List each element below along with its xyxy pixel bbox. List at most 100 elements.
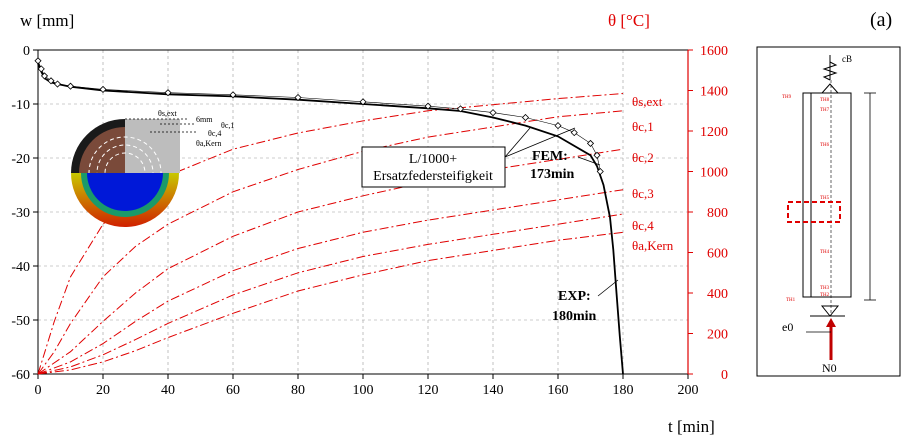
box-leader-1 bbox=[504, 127, 531, 158]
sensor-label-1: TH8 bbox=[820, 98, 830, 103]
temperature-line-1 bbox=[37, 110, 624, 375]
y-left-tick-label: -60 bbox=[11, 368, 30, 383]
fem-marker-16 bbox=[570, 129, 578, 137]
y-right-axis-label: θ [°C] bbox=[608, 11, 650, 30]
sensor-label-7: TH2 bbox=[820, 293, 830, 298]
eccentricity-label: e0 bbox=[782, 320, 793, 334]
annotation-box-line2: Ersatzfedersteifigkeit bbox=[373, 169, 493, 184]
load-arrow-icon bbox=[826, 318, 836, 327]
y-right-tick-label: 400 bbox=[707, 287, 728, 302]
fem-marker-9 bbox=[294, 93, 302, 102]
box-leader-2 bbox=[504, 127, 576, 158]
fem-marker-5 bbox=[66, 82, 75, 90]
exp-label-line2: 180min bbox=[552, 309, 597, 324]
sensor-label-2: TH7 bbox=[820, 108, 830, 113]
sensor-label-5: TH4 bbox=[820, 250, 830, 255]
inset-label-3: θc,4 bbox=[208, 129, 221, 138]
temperature-line-0 bbox=[37, 93, 624, 375]
y-left-tick-label: -50 bbox=[11, 314, 30, 329]
temp-label-3: θc,3 bbox=[632, 186, 654, 201]
y-right-tick-label: 1200 bbox=[700, 125, 728, 140]
sensor-label-8: TH1 bbox=[786, 298, 796, 303]
fem-marker-12 bbox=[456, 105, 465, 113]
fem-marker-4 bbox=[53, 80, 62, 88]
inset-core-quarter bbox=[125, 119, 180, 173]
cross-section-inset: θs,ext 6mm θc,1 θc,4 θa,Kern bbox=[71, 109, 234, 227]
inset-label-2: θc,1 bbox=[221, 121, 234, 130]
inset-heat-core bbox=[87, 173, 163, 211]
sensor-label-6: TH3 bbox=[820, 286, 830, 291]
tick-labels: 0 20 40 60 80 100 120 140 160 180 200 0 -10 -20 -30 -40… bbox=[11, 44, 728, 398]
temperature-line-4 bbox=[37, 213, 624, 375]
fem-marker-2 bbox=[40, 72, 49, 80]
fem-marker-0 bbox=[34, 57, 42, 65]
annotation-box bbox=[361, 146, 506, 188]
x-tick-label: 120 bbox=[418, 383, 439, 398]
annotation-box-line1: L/1000+ bbox=[409, 152, 457, 167]
fem-marker-13 bbox=[489, 109, 497, 117]
x-tick-label: 140 bbox=[483, 383, 504, 398]
fem-marker-11 bbox=[424, 102, 432, 110]
temp-label-5: θa,Kern bbox=[632, 238, 674, 253]
schematic-frame bbox=[756, 46, 901, 377]
sensor-label-0: TH9 bbox=[782, 95, 792, 100]
y-right-tick-label: 1600 bbox=[700, 44, 728, 59]
temp-label-4: θc,4 bbox=[632, 218, 654, 233]
fem-marker-1 bbox=[37, 65, 45, 73]
highlight-box bbox=[787, 201, 841, 223]
load-label: N0 bbox=[822, 361, 837, 375]
exp-label-line1: EXP: bbox=[558, 289, 591, 304]
y-right-tick-label: 600 bbox=[707, 247, 728, 262]
fem-marker-19 bbox=[596, 167, 604, 176]
exp-leader bbox=[597, 279, 619, 297]
inset-ring-1 bbox=[88, 136, 162, 173]
fem-leader bbox=[577, 156, 601, 166]
y-left-tick-label: -30 bbox=[11, 206, 30, 221]
annotations: L/1000+ Ersatzfedersteifigkeit FEM: 173m… bbox=[361, 127, 619, 324]
y-right-tick-label: 800 bbox=[707, 206, 728, 221]
fem-label-line1: FEM: bbox=[532, 149, 568, 164]
temperature-series bbox=[37, 93, 624, 375]
x-tick-label: 100 bbox=[353, 383, 374, 398]
fem-marker-18 bbox=[593, 151, 601, 159]
inset-label-0: θs,ext bbox=[158, 109, 177, 118]
fem-marker-10 bbox=[359, 98, 367, 106]
fem-label-line2: 173min bbox=[530, 167, 575, 182]
x-tick-label: 160 bbox=[548, 383, 569, 398]
y-left-axis-label: w [mm] bbox=[20, 11, 74, 30]
temperature-line-5 bbox=[37, 231, 624, 375]
column-schematic: cB e0 N0 TH9 TH8 TH7 TH6 TH5 TH4 TH3 TH2… bbox=[756, 46, 901, 377]
deflection-series bbox=[34, 57, 624, 375]
x-tick-label: 0 bbox=[35, 383, 42, 398]
x-tick-label: 80 bbox=[291, 383, 305, 398]
bottom-hinge-icon bbox=[820, 305, 840, 317]
sensor-label-3: TH6 bbox=[820, 143, 830, 148]
y-right-tick-label: 1400 bbox=[700, 85, 728, 100]
fem-marker-17 bbox=[586, 139, 595, 147]
x-tick-label: 20 bbox=[96, 383, 110, 398]
x-tick-label: 40 bbox=[161, 383, 175, 398]
fem-marker-3 bbox=[47, 77, 55, 85]
x-tick-label: 180 bbox=[613, 383, 634, 398]
fem-marker-15 bbox=[554, 122, 562, 130]
temperature-line-3 bbox=[37, 189, 624, 375]
x-tick-label: 200 bbox=[678, 383, 699, 398]
y-left-tick-label: -10 bbox=[11, 98, 30, 113]
inset-label-1: 6mm bbox=[196, 115, 213, 124]
y-left-tick-label: -40 bbox=[11, 260, 30, 275]
y-left-tick-label: 0 bbox=[23, 44, 30, 59]
temp-label-0: θs,ext bbox=[632, 94, 663, 109]
inset-ring-3 bbox=[104, 152, 146, 173]
fem-marker-8 bbox=[229, 91, 237, 99]
spring-icon bbox=[822, 61, 838, 81]
fem-marker-14 bbox=[521, 113, 530, 122]
y-right-tick-label: 1000 bbox=[700, 166, 728, 181]
y-right-tick-label: 200 bbox=[707, 328, 728, 343]
x-tick-label: 60 bbox=[226, 383, 240, 398]
y-left-tick-label: -20 bbox=[11, 152, 30, 167]
panel-label: (a) bbox=[870, 9, 892, 31]
support-label: cB bbox=[842, 54, 852, 64]
fem-marker-7 bbox=[164, 89, 172, 97]
x-axis-label: t [min] bbox=[668, 417, 715, 436]
